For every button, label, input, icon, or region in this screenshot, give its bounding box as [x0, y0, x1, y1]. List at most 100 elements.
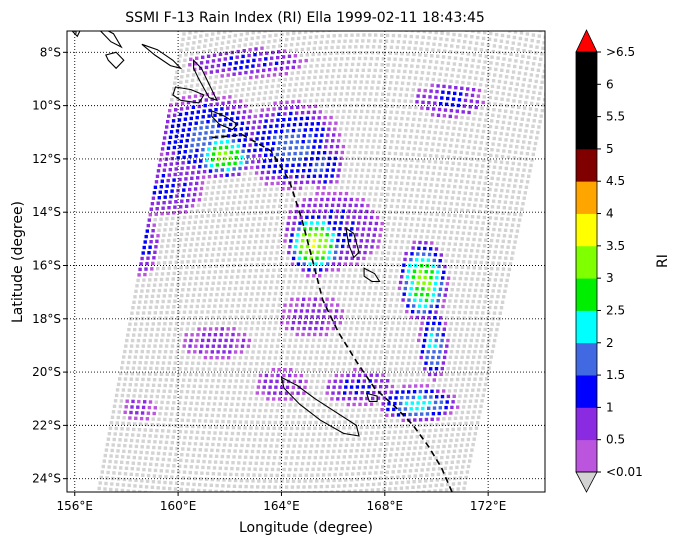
rain-cell: [256, 420, 260, 424]
rain-cell: [252, 0, 255, 1]
rain-cell: [179, 205, 183, 209]
rain-cell: [368, 350, 372, 354]
rain-cell: [457, 68, 461, 73]
rain-cell: [409, 34, 413, 39]
rain-cell: [446, 219, 450, 223]
rain-cell: [471, 180, 476, 185]
rain-cell: [202, 203, 206, 207]
rain-cell: [287, 26, 290, 29]
rain-cell: [419, 112, 423, 116]
rain-cell: [506, 69, 510, 73]
rain-cell: [439, 102, 443, 106]
rain-cell: [351, 121, 356, 125]
rain-cell: [439, 160, 444, 164]
rain-cell: [343, 233, 347, 237]
rain-cell: [185, 361, 189, 365]
rain-cell: [314, 98, 319, 103]
rain-cell: [440, 31, 444, 35]
rain-cell: [137, 428, 142, 432]
rain-cell: [257, 159, 261, 164]
rain-cell: [224, 84, 228, 89]
rain-cell: [270, 56, 274, 60]
rain-cell: [460, 115, 464, 120]
rain-cell: [143, 366, 147, 370]
rain-cell: [349, 39, 353, 43]
rain-cell: [270, 280, 274, 284]
rain-cell: [186, 293, 190, 297]
rain-cell: [480, 344, 484, 348]
rain-cell: [465, 361, 469, 365]
rain-cell: [480, 135, 485, 139]
rain-cell: [162, 355, 167, 359]
rain-cell: [240, 60, 244, 64]
rain-cell: [476, 388, 481, 392]
rain-cell: [235, 437, 239, 442]
rain-cell: [246, 154, 250, 159]
rain-cell: [348, 45, 352, 49]
rain-cell: [194, 248, 198, 252]
rain-cell: [248, 143, 252, 147]
rain-cell: [301, 76, 305, 80]
rain-cell: [253, 114, 257, 119]
rain-cell: [366, 168, 371, 173]
rain-cell: [190, 430, 194, 434]
rain-cell: [275, 216, 280, 220]
rain-cell: [320, 98, 325, 102]
rain-cell: [440, 189, 444, 194]
rain-cell: [253, 148, 257, 153]
rain-cell: [283, 397, 288, 401]
rain-cell: [197, 424, 201, 429]
rain-cell: [332, 321, 337, 325]
rain-cell: [396, 75, 400, 79]
rain-cell: [465, 243, 469, 247]
rain-cell: [338, 191, 343, 196]
rain-cell: [293, 409, 297, 413]
rain-cell: [306, 209, 310, 214]
rain-cell: [206, 153, 210, 157]
rain-cell: [225, 46, 230, 50]
rain-cell: [474, 134, 479, 139]
rain-cell: [535, 45, 539, 49]
rain-cell: [203, 419, 208, 423]
rain-cell: [490, 294, 494, 299]
rain-cell: [379, 198, 383, 202]
rain-cell: [284, 233, 288, 237]
rain-cell: [192, 321, 196, 326]
rain-cell: [135, 344, 140, 348]
rain-cell: [492, 136, 496, 141]
rain-cell: [252, 315, 256, 319]
rain-cell: [207, 147, 211, 151]
rain-cell: [309, 128, 313, 132]
rain-cell: [531, 96, 535, 100]
rain-cell: [152, 283, 157, 287]
rain-cell: [391, 257, 395, 261]
rain-cell: [392, 407, 396, 412]
rain-cell: [372, 233, 376, 237]
rain-cell: [341, 51, 345, 55]
rain-cell: [447, 389, 452, 393]
rain-cell: [512, 7, 515, 10]
rain-cell: [475, 221, 480, 225]
rain-cell: [216, 350, 220, 354]
rain-cell: [436, 417, 440, 421]
rain-cell: [179, 232, 184, 236]
rain-cell: [321, 156, 326, 161]
rain-cell: [504, 46, 508, 50]
rain-cell: [322, 57, 326, 62]
rain-cell: [274, 6, 277, 9]
rain-cell: [266, 170, 271, 174]
rain-cell: [333, 191, 337, 196]
rain-cell: [442, 84, 446, 89]
rain-cell: [448, 178, 452, 183]
rain-cell: [453, 389, 457, 393]
rain-cell: [284, 326, 289, 331]
rain-cell: [259, 367, 264, 372]
rain-cell: [232, 391, 236, 395]
rain-cell: [315, 64, 319, 68]
rain-cell: [408, 199, 412, 203]
rain-cell: [209, 293, 213, 297]
rain-cell: [428, 31, 432, 34]
rain-cell: [483, 153, 487, 157]
rain-cell: [160, 366, 165, 371]
rain-cell: [338, 385, 342, 389]
